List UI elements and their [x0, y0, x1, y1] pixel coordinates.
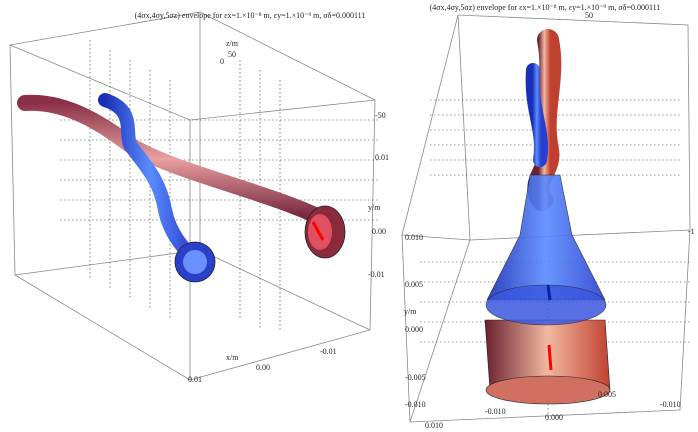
tick-label: 0.000	[545, 413, 563, 422]
tick-label: -0.010	[405, 400, 426, 409]
tick-label: -0.01	[368, 270, 385, 279]
tick-label: 0.00	[256, 363, 270, 372]
axis-label: y/m	[404, 307, 417, 316]
tick-label: 0.005	[405, 280, 423, 289]
tick-label: -0.010	[660, 400, 681, 409]
tick-label: 0	[220, 57, 224, 66]
tick-label: -50	[375, 111, 386, 120]
panel-title: (4σx,4σy,5σz) envelope for εx=1.×10⁻⁸ m,…	[430, 3, 661, 12]
tick-label: -0.01	[320, 347, 337, 356]
tick-label: 0.00	[372, 227, 386, 236]
axis-label: x/m	[226, 353, 239, 362]
panel-title: (4σx,4σy,5σz) envelope for εx=1.×10⁻⁸ m,…	[135, 11, 366, 20]
tick-label: -1	[688, 227, 695, 236]
tick-label: 0.010	[425, 421, 443, 430]
tick-label: 0.01	[375, 153, 389, 162]
tick-label: 0.010	[405, 233, 423, 242]
tick-label: 0.005	[598, 390, 616, 399]
axis-label: y/m	[368, 203, 381, 212]
tick-label: 0.01	[188, 375, 202, 384]
figure: (4σx,4σy,5σz) envelope for εx=1.×10⁻⁸ m,…	[0, 0, 698, 432]
tick-label: 0.000	[405, 325, 423, 334]
axis-label: z/m	[226, 39, 239, 48]
left-plot: (4σx,4σy,5σz) envelope for εx=1.×10⁻⁸ m,…	[10, 11, 389, 384]
tick-label: -0.005	[405, 373, 426, 382]
tick-label: 50	[585, 11, 593, 20]
tick-label: 50	[228, 50, 236, 59]
tick-label: -0.010	[485, 407, 506, 416]
right-plot: (4σx,4σy,5σz) envelope for εx=1.×10⁻⁸ m,…	[402, 3, 695, 430]
